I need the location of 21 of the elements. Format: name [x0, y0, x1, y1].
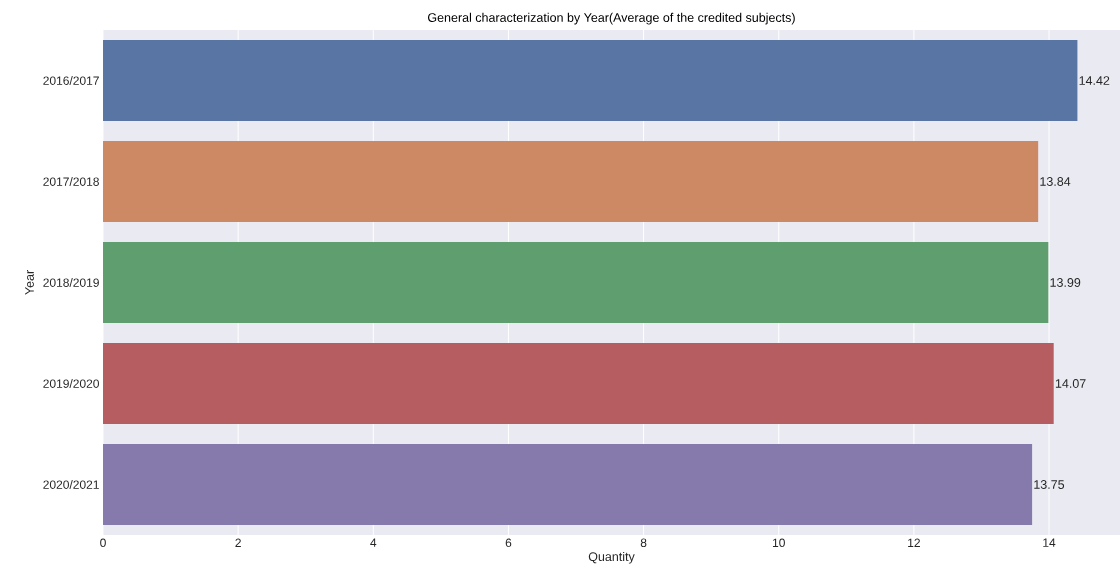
data-label: 13.99: [1050, 278, 1081, 287]
x-tick-label: 14: [1043, 538, 1056, 547]
data-label: 14.07: [1055, 379, 1086, 388]
y-tick-label: 2020/2021: [43, 480, 99, 489]
x-tick-label: 10: [772, 538, 785, 548]
chart-title: General characterization by Year(Average of the credited subjects): [427, 12, 795, 25]
data-label: 13.75: [1034, 480, 1065, 489]
y-axis-title: Year: [25, 270, 34, 295]
data-label: 14.42: [1079, 76, 1110, 85]
x-tick-label: 8: [640, 538, 647, 548]
y-tick-label: 2017/2018: [43, 177, 99, 186]
y-tick-label: 2016/2017: [43, 76, 99, 85]
y-tick-label: 2019/2020: [43, 379, 99, 388]
x-tick-label: 4: [370, 538, 377, 547]
y-tick-label: 2018/2019: [43, 278, 99, 287]
x-axis-title: Quantity: [588, 551, 635, 564]
x-tick-label: 0: [100, 538, 106, 548]
x-tick-label: 6: [505, 538, 512, 548]
x-tick-label: 2: [235, 538, 241, 547]
data-label: 13.84: [1040, 177, 1071, 186]
x-tick-label: 12: [908, 538, 920, 547]
